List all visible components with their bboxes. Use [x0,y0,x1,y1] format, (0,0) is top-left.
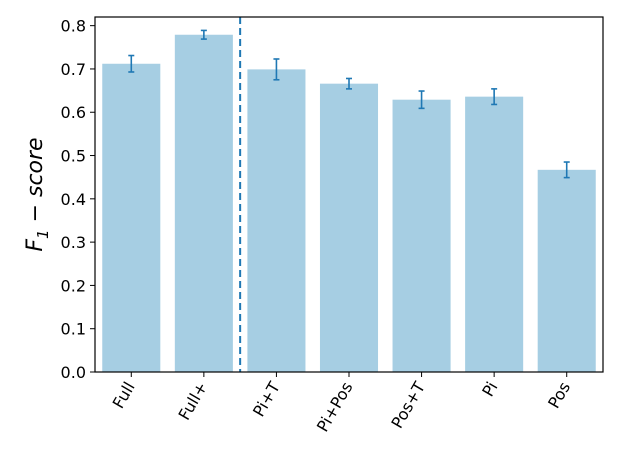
error-bar [418,90,425,110]
error-bars-group [128,29,570,179]
bar-pi [465,96,524,372]
x-tick-label: Full [109,379,139,412]
bars-group [102,34,596,373]
x-tick-label: Pos [544,379,574,412]
bar-pos-t [392,99,451,372]
error-bar [563,161,570,179]
y-tick-label: 0.5 [61,147,86,166]
x-tick-label: Pi+T [249,378,284,420]
x-tick-label: Pi+Pos [313,379,357,436]
bar-pi-pos [319,83,379,373]
error-bar [200,29,207,40]
x-axis: Full Full+ Pi+T Pi+Pos Pos+T Pi Pos [109,372,574,436]
y-tick-label: 0.4 [61,190,86,209]
x-tick-label: Pos+T [387,378,429,431]
y-tick-label: 0.6 [61,103,86,122]
y-tick-label: 0.1 [61,320,86,339]
y-axis: 0.0 0.1 0.2 0.3 0.4 0.5 0.6 0.7 0.8 [61,17,95,382]
bar-full [102,63,161,372]
error-bar [128,54,135,73]
x-tick-label: Full+ [174,379,211,424]
y-tick-label: 0.0 [61,363,86,382]
error-bar [346,77,352,90]
error-bar [491,88,498,106]
bar-pi-t [247,69,306,372]
bar-full- [174,34,233,372]
bar-pos [537,169,596,372]
y-tick-label: 0.2 [61,276,86,295]
y-axis-label: F1 − score [23,137,52,251]
y-tick-label: 0.3 [61,233,86,252]
y-tick-label: 0.7 [61,60,86,79]
x-tick-label: Pi [478,379,501,400]
error-bar [273,58,280,81]
y-tick-label: 0.8 [61,17,86,36]
